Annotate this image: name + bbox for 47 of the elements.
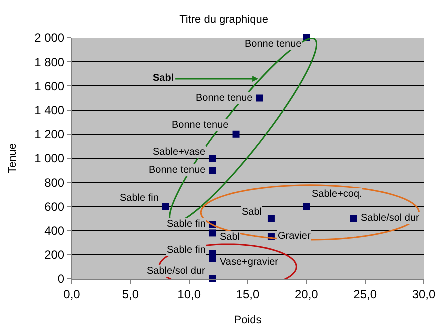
y-tick-label: 1 400 xyxy=(34,104,65,118)
annotation: Sable fin xyxy=(167,219,206,230)
x-tick-label: 5,0 xyxy=(122,287,140,302)
point xyxy=(209,230,216,237)
annotation: Vase+gravier xyxy=(220,257,280,268)
x-axis-title: Poids xyxy=(234,314,262,327)
annotation: Sable+vase xyxy=(153,147,206,158)
x-tick-label: 0,0 xyxy=(64,287,81,302)
annotation: Bonne tenue xyxy=(245,39,302,50)
annotation: Gravier xyxy=(278,231,312,242)
point xyxy=(350,215,358,222)
annotation: Sable fin xyxy=(120,193,159,204)
annotation: Sabl xyxy=(242,207,262,218)
annotation: Sabl xyxy=(153,73,174,84)
point xyxy=(232,130,240,138)
y-tick-label: 600 xyxy=(44,200,65,214)
annotation: Bonne tenue xyxy=(149,165,206,176)
annotation: Sable/sol dur xyxy=(361,213,420,224)
point xyxy=(209,255,216,262)
annotation: Sabl xyxy=(220,232,240,243)
chart-title: Titre du graphique xyxy=(180,14,268,26)
point xyxy=(268,215,275,222)
x-tick-label: 25,0 xyxy=(354,287,378,302)
annotation: Sable fin xyxy=(167,245,206,256)
x-tick-label: 30,0 xyxy=(412,287,436,302)
annotation: Sable+coq. xyxy=(312,189,362,200)
y-tick-label: 1 800 xyxy=(34,55,65,70)
y-tick-label: 1 600 xyxy=(34,79,65,94)
point xyxy=(256,94,264,102)
y-tick-label: 800 xyxy=(44,176,65,190)
annotation: Sable/sol dur xyxy=(147,266,206,277)
annotation: Bonne tenue xyxy=(196,93,254,104)
point xyxy=(303,203,310,210)
point xyxy=(209,155,216,162)
y-tick-label: 1 000 xyxy=(34,152,65,166)
x-tick-label: 15,0 xyxy=(236,287,260,302)
y-axis-title: Tenue xyxy=(7,144,20,174)
y-tick-label: 400 xyxy=(44,224,65,238)
x-tick-label: 20,0 xyxy=(294,287,319,302)
point xyxy=(209,167,216,174)
point xyxy=(162,203,170,210)
y-tick-label: 0 xyxy=(58,272,65,286)
y-tick-label: 2 000 xyxy=(34,31,65,46)
y-tick-label: 1 200 xyxy=(34,128,65,142)
y-tick-label: 200 xyxy=(44,248,65,262)
annotation: Bonne tenue xyxy=(172,120,230,131)
x-tick-label: 10,0 xyxy=(178,287,202,302)
